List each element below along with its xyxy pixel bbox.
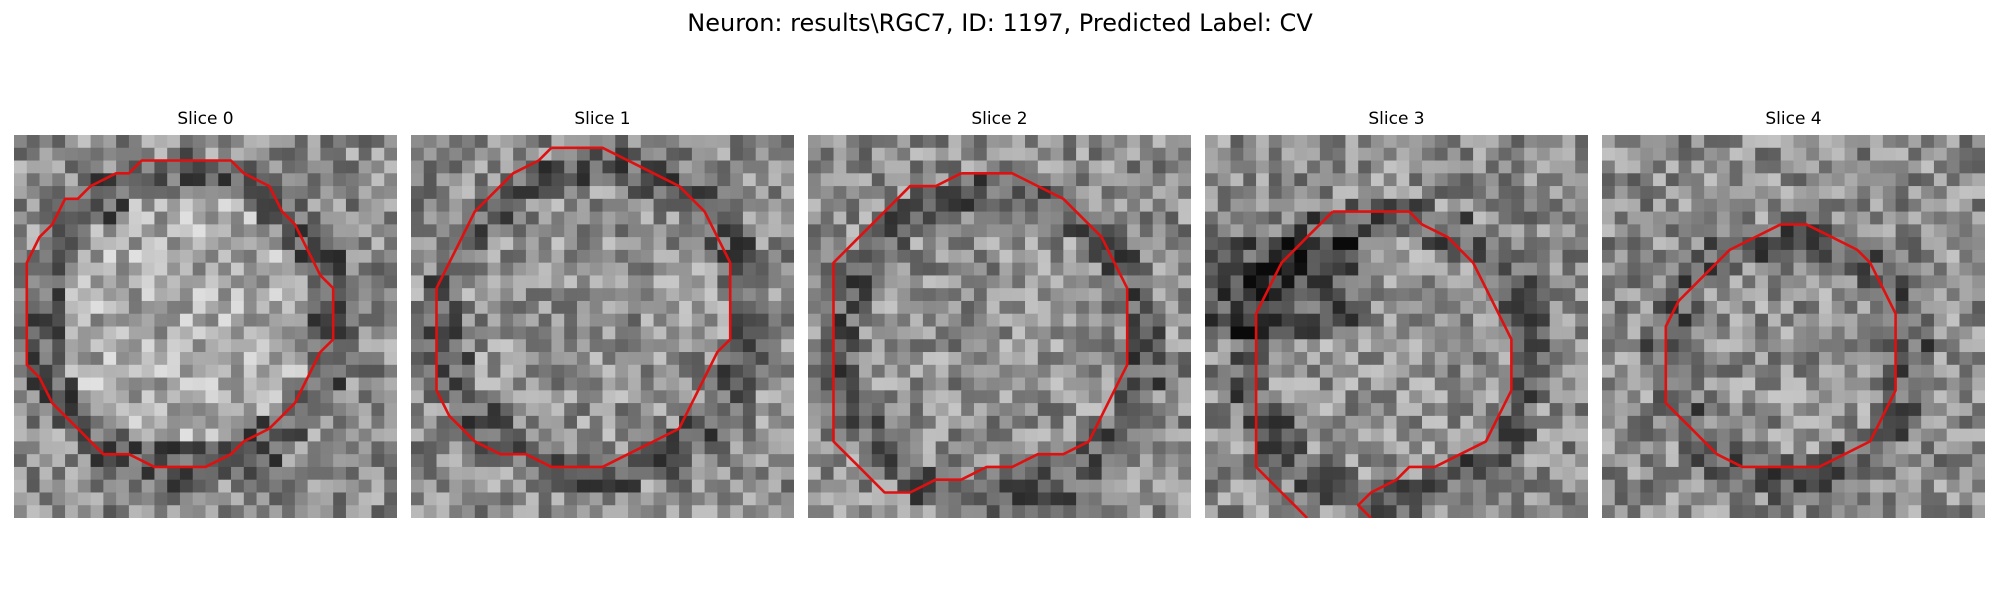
segmentation-contour xyxy=(832,171,1129,494)
segmentation-contour xyxy=(435,146,732,469)
slice-image xyxy=(1205,135,1588,518)
slice-title: Slice 3 xyxy=(1368,109,1425,129)
segmentation-contour xyxy=(1254,210,1334,518)
slice-image xyxy=(14,135,397,518)
segmentation-contour xyxy=(25,159,335,469)
figure-title: Neuron: results\RGC7, ID: 1197, Predicte… xyxy=(687,9,1313,37)
segmentation-contour xyxy=(1664,223,1897,469)
slice-image xyxy=(411,135,794,518)
slice-panel-2: Slice 2 xyxy=(808,108,1191,518)
slice-title: Slice 2 xyxy=(971,109,1028,129)
slice-title: Slice 4 xyxy=(1765,109,1822,129)
slice-title: Slice 1 xyxy=(574,109,631,129)
segmentation-contour xyxy=(1332,210,1513,518)
slice-panel-4: Slice 4 xyxy=(1602,108,1985,518)
slice-panel-3: Slice 3 xyxy=(1205,108,1588,518)
slice-title: Slice 0 xyxy=(177,109,234,129)
slice-panel-0: Slice 0 xyxy=(14,108,397,518)
slice-image xyxy=(1602,135,1985,518)
slice-panel-1: Slice 1 xyxy=(411,108,794,518)
slice-image xyxy=(808,135,1191,518)
